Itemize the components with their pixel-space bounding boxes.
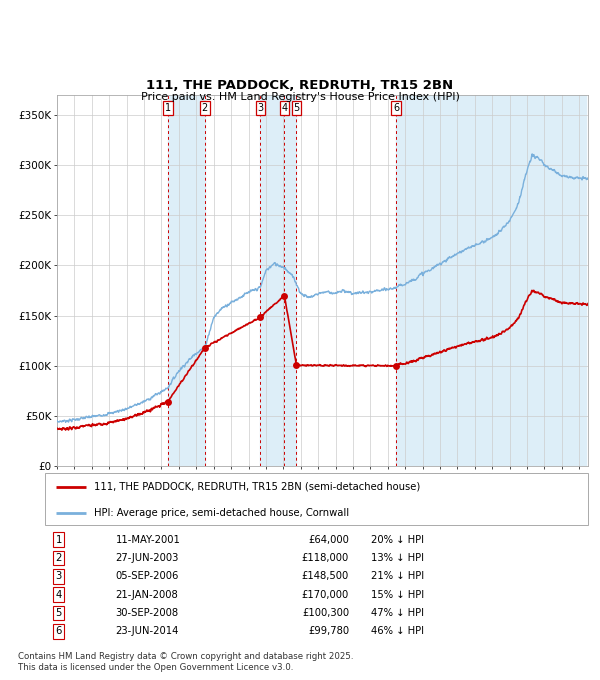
Text: 20% ↓ HPI: 20% ↓ HPI xyxy=(371,534,424,545)
Text: £118,000: £118,000 xyxy=(302,553,349,563)
Text: 46% ↓ HPI: 46% ↓ HPI xyxy=(371,626,424,636)
Text: 5: 5 xyxy=(293,103,299,114)
Text: 1: 1 xyxy=(164,103,171,114)
Bar xyxy=(260,95,296,466)
Text: 4: 4 xyxy=(281,103,287,114)
Text: 30-SEP-2008: 30-SEP-2008 xyxy=(116,608,179,618)
Text: £99,780: £99,780 xyxy=(308,626,349,636)
Text: 4: 4 xyxy=(55,590,62,600)
Bar xyxy=(396,95,586,466)
Text: 6: 6 xyxy=(393,103,399,114)
Text: 2: 2 xyxy=(55,553,62,563)
Text: 3: 3 xyxy=(257,103,263,114)
Text: 23-JUN-2014: 23-JUN-2014 xyxy=(116,626,179,636)
Text: 15% ↓ HPI: 15% ↓ HPI xyxy=(371,590,424,600)
Text: £170,000: £170,000 xyxy=(302,590,349,600)
Text: 47% ↓ HPI: 47% ↓ HPI xyxy=(371,608,424,618)
Text: 05-SEP-2006: 05-SEP-2006 xyxy=(116,571,179,581)
Text: £64,000: £64,000 xyxy=(308,534,349,545)
Text: 1: 1 xyxy=(55,534,62,545)
Bar xyxy=(168,95,205,466)
Text: 111, THE PADDOCK, REDRUTH, TR15 2BN (semi-detached house): 111, THE PADDOCK, REDRUTH, TR15 2BN (sem… xyxy=(94,482,420,492)
Text: HPI: Average price, semi-detached house, Cornwall: HPI: Average price, semi-detached house,… xyxy=(94,508,349,518)
FancyBboxPatch shape xyxy=(45,473,588,525)
Text: 111, THE PADDOCK, REDRUTH, TR15 2BN: 111, THE PADDOCK, REDRUTH, TR15 2BN xyxy=(146,79,454,92)
Text: 11-MAY-2001: 11-MAY-2001 xyxy=(116,534,181,545)
Text: 3: 3 xyxy=(55,571,62,581)
Text: Contains HM Land Registry data © Crown copyright and database right 2025.
This d: Contains HM Land Registry data © Crown c… xyxy=(18,652,353,672)
Text: 6: 6 xyxy=(55,626,62,636)
Text: 21% ↓ HPI: 21% ↓ HPI xyxy=(371,571,424,581)
Text: 27-JUN-2003: 27-JUN-2003 xyxy=(116,553,179,563)
Text: Price paid vs. HM Land Registry's House Price Index (HPI): Price paid vs. HM Land Registry's House … xyxy=(140,92,460,101)
Text: 21-JAN-2008: 21-JAN-2008 xyxy=(116,590,178,600)
Text: £100,300: £100,300 xyxy=(302,608,349,618)
Text: 2: 2 xyxy=(202,103,208,114)
Text: £148,500: £148,500 xyxy=(302,571,349,581)
Text: 13% ↓ HPI: 13% ↓ HPI xyxy=(371,553,424,563)
Text: 5: 5 xyxy=(55,608,62,618)
